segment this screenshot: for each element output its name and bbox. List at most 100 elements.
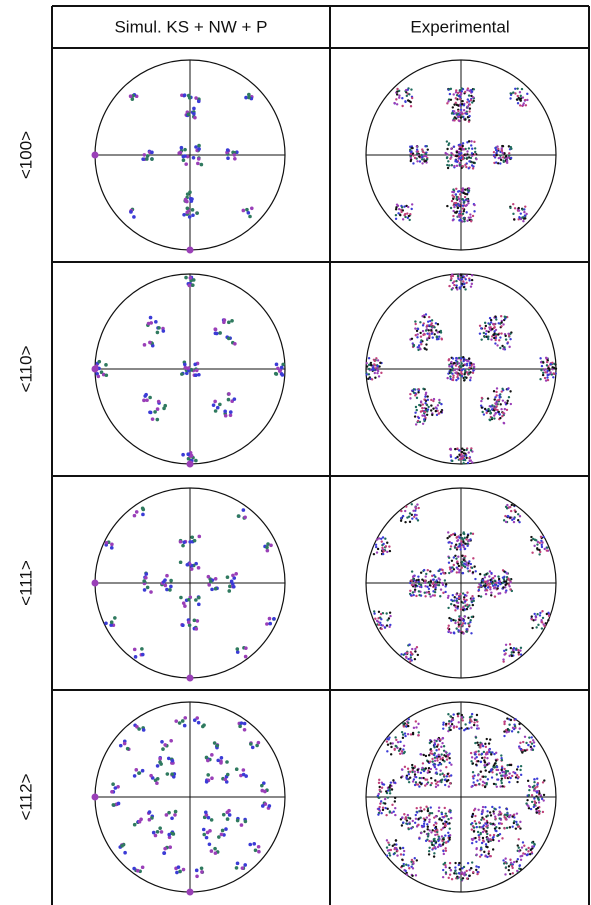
pole-dot [479,746,481,748]
pole-dot [447,607,449,609]
pole-dot [451,200,453,202]
pole-dot [493,414,495,416]
pole-dot [461,103,463,105]
pole-dot [448,562,450,564]
pole-dot [508,152,510,154]
pole-dot [472,775,474,777]
pole-dot [511,826,513,828]
pole-dot [441,779,443,781]
pole-dot [408,828,410,830]
pole-dot [465,278,467,280]
pole-dot [448,822,450,824]
pole-dot [442,727,444,729]
pole-dot [535,616,537,618]
pole-dot [433,326,435,328]
pole-dot [394,847,396,849]
pole-dot [459,200,461,202]
pole-dot [541,365,543,367]
pole-dot [165,588,169,592]
pole-dot [416,148,418,150]
pole-dot [538,801,540,803]
pole-dot [410,208,412,210]
pole-dot [417,818,419,820]
pole-dot [515,827,517,829]
pole-dot [434,766,436,768]
pole-dot [508,655,510,657]
pole-dot [247,211,251,215]
pole-dot [533,613,535,615]
pole-dot [460,93,462,95]
pole-dot [519,827,521,829]
pole-dot [478,753,480,755]
pole-dot [434,576,436,578]
pole-dot [444,862,446,864]
pole-dot [426,586,428,588]
pole-dot [487,336,489,338]
pole-dot [409,660,411,662]
pole-dot [448,838,450,840]
pole-dot [435,579,437,581]
pole-dot [394,797,396,799]
pole-dot [191,213,195,217]
pole-dot [542,781,544,783]
pole-dot [200,870,204,874]
pole-dot [428,853,430,855]
pole-dot [191,208,195,212]
pole-dot [489,410,491,412]
pole-dot [151,417,155,421]
pole-dot [500,408,502,410]
pole-dot [471,616,473,618]
pole-dot [436,335,438,337]
pole-dot [508,585,510,587]
pole-dot [137,727,141,731]
pole-dot [482,837,484,839]
pole-dot [184,276,188,280]
pole-dot [134,768,138,772]
pole-dot [396,93,398,95]
pole-dot [542,374,544,376]
pole-dot [448,617,450,619]
pole-dot [435,329,437,331]
pole-dot [413,344,415,346]
pole-dot [214,587,218,591]
pole-dot [512,91,514,93]
pole-dot [472,871,474,873]
pole-dot [158,757,162,761]
pole-dot [455,359,457,361]
pole-dot [110,543,114,547]
pole-dot [478,727,480,729]
pole-dot [432,407,434,409]
pole-dot [423,418,425,420]
pole-dot [536,791,538,793]
pole-dot [518,653,520,655]
pole-dot [414,394,416,396]
pole-dot [478,821,480,823]
pole-dot [197,100,201,104]
pole-dot [432,763,434,765]
pole-dot [440,588,442,590]
pole-dot [478,783,480,785]
pole-dot [544,377,546,379]
pole-dot [503,862,505,864]
pole-dot [195,627,199,631]
pole-dot [408,219,410,221]
pole-dot [512,727,514,729]
pole-dot [458,862,460,864]
pole-dot [468,147,470,149]
pole-dot [502,586,504,588]
pole-dot [504,408,506,410]
pole-dot [411,764,413,766]
pole-figure [92,488,286,682]
pole-dot [454,866,456,868]
pole-dot [374,360,376,362]
pole-dot [534,800,536,802]
pole-dot [405,822,407,824]
pole-dot [460,608,462,610]
pole-dot [463,531,465,533]
pole-dot [210,849,214,853]
pole-dot [412,162,414,164]
pole-dot [415,781,417,783]
pole-dot [162,329,166,333]
pole-dot [541,544,543,546]
pole-dot [457,715,459,717]
